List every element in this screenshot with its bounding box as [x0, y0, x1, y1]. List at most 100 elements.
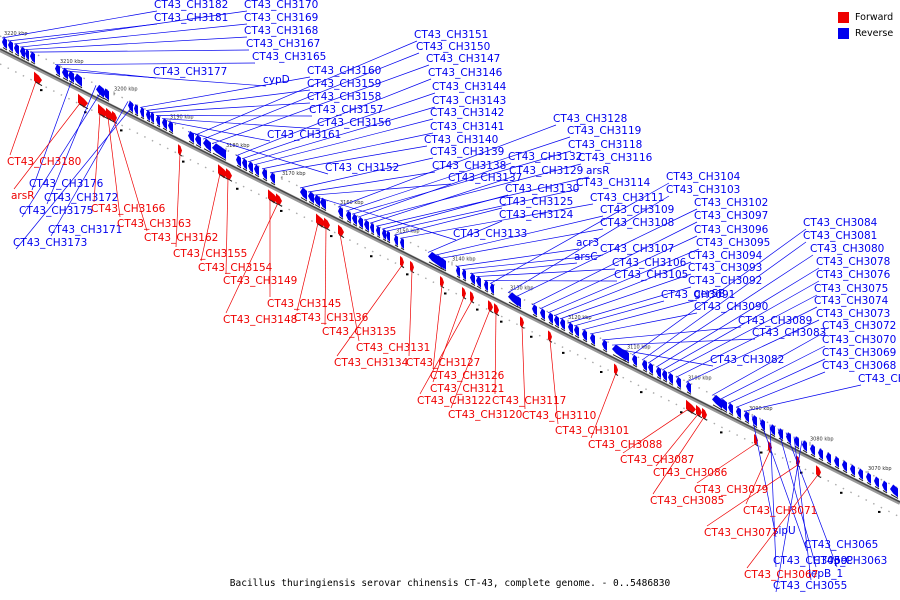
strand-marker	[280, 209, 283, 212]
reverse-gene-shadow	[308, 201, 315, 205]
forward-gene-shadow	[98, 113, 109, 120]
leader-line	[313, 183, 452, 196]
reverse-gene	[736, 406, 741, 419]
leader-line	[357, 162, 512, 218]
reverse-gene	[752, 415, 757, 427]
gene-label: CT43_CH3172	[44, 192, 118, 204]
leader-line	[337, 124, 557, 208]
tick-label: 3200 kbp	[114, 86, 138, 92]
axis-shadow	[0, 48, 900, 505]
reverse-gene-shadow	[203, 148, 212, 154]
gene-label: CT43_CH3165	[252, 51, 326, 63]
forward-gene-shadow	[696, 414, 703, 419]
reverse-gene	[156, 115, 160, 127]
genome-axis	[0, 35, 900, 518]
reverse-gene-shadow	[668, 382, 674, 386]
reverse-gene-shadow	[490, 292, 495, 296]
gene-label: CT43_CH3069	[822, 347, 896, 359]
gene-label: CT43_CH3155	[173, 248, 247, 260]
leader-line	[622, 408, 689, 454]
reverse-gene	[728, 402, 733, 415]
leader-line	[15, 104, 135, 250]
gene-label: CT43_CH3106	[612, 257, 687, 269]
strand-marker	[760, 451, 763, 454]
gene-features	[2, 37, 899, 513]
reverse-gene	[346, 210, 351, 223]
leader-line	[475, 268, 616, 277]
gene-label: CT43_CH3168	[244, 25, 318, 37]
reverse-gene	[686, 381, 691, 394]
reverse-gene	[810, 444, 815, 456]
gene-label: CT43_CH3176	[29, 178, 104, 190]
reverse-gene-shadow	[842, 469, 848, 474]
gene-label: CT43_CH3173	[13, 237, 87, 249]
leader-line	[46, 85, 97, 205]
tick-label: 3150 kbp	[396, 228, 420, 234]
gene-label: CT43_CH3130	[505, 183, 579, 195]
gene-label: CT43_CH3097	[694, 210, 768, 222]
gene-label: CT43_CH3145	[267, 298, 341, 310]
leader-line	[427, 220, 503, 253]
reverse-gene	[890, 484, 898, 498]
gene-label: CT43_CH3143	[432, 95, 506, 107]
reverse-gene-shadow	[676, 386, 682, 390]
forward-gene-shadow	[268, 198, 279, 205]
gene-label: CT43_CH3074	[814, 295, 889, 307]
reverse-gene-shadow	[352, 223, 358, 227]
reverse-gene-shadow	[582, 339, 588, 343]
leader-line	[408, 270, 413, 357]
tick-label: 3220 kbp	[4, 31, 28, 37]
strand-marker	[40, 89, 43, 92]
gene-label: CT43_CH3163	[117, 218, 191, 230]
reverse-gene	[656, 366, 661, 379]
forward-gene	[178, 144, 182, 156]
reverse-gene	[866, 472, 871, 484]
gene-label: CT43_CH3076	[816, 269, 891, 281]
leader-line	[393, 207, 503, 236]
reverse-gene	[62, 67, 68, 80]
reverse-gene-shadow	[622, 359, 630, 364]
reverse-gene	[560, 318, 565, 330]
gene-label: CT43_CH3139	[430, 146, 504, 158]
leader-line	[433, 215, 604, 256]
leader-line	[652, 417, 705, 495]
reverse-gene	[262, 168, 267, 180]
reverse-gene	[248, 161, 253, 173]
leader-line	[241, 92, 436, 160]
reverse-gene-shadow	[574, 334, 580, 339]
leader-line	[461, 254, 604, 270]
reverse-gene-shadow	[826, 461, 832, 466]
leader-line	[531, 221, 698, 306]
legend-reverse: Reverse	[838, 25, 893, 41]
forward-gene-shadow	[218, 173, 229, 180]
gene-label: CT43_CH3070	[822, 334, 896, 346]
gene-label: arsR	[586, 165, 610, 177]
reverse-gene	[744, 410, 749, 423]
leader-line	[235, 78, 432, 157]
tick-label: 3110 kbp	[627, 345, 651, 351]
reverse-gene-shadow	[470, 282, 476, 287]
reverse-gene	[440, 257, 446, 270]
gene-label: CT43_CH3107	[600, 243, 674, 255]
gene-label: CT43_CH3077	[704, 527, 778, 539]
reverse-gene-shadow	[188, 140, 195, 145]
forward-gene	[440, 275, 444, 287]
reverse-gene-shadow	[8, 50, 14, 54]
leader-line	[345, 136, 571, 212]
reverse-gene	[14, 43, 19, 56]
reverse-gene	[568, 322, 573, 334]
gene-label: CT43_CH3072	[822, 320, 896, 332]
gene-label: CT43_CH3158	[307, 91, 381, 103]
leader-line	[369, 176, 513, 224]
gene-label: CT43_CH3151	[414, 29, 488, 41]
gene-label: CT43_CH3152	[325, 162, 399, 174]
legend-reverse-label: Reverse	[855, 27, 894, 39]
reverse-gene	[612, 344, 626, 361]
reverse-gene	[818, 448, 823, 460]
reverse-gene-shadow	[338, 216, 344, 220]
reverse-gene	[582, 329, 587, 341]
leader-line	[727, 358, 826, 404]
leader-line	[432, 285, 443, 370]
leader-line	[399, 203, 594, 239]
reverse-gene-shadow	[508, 301, 519, 308]
